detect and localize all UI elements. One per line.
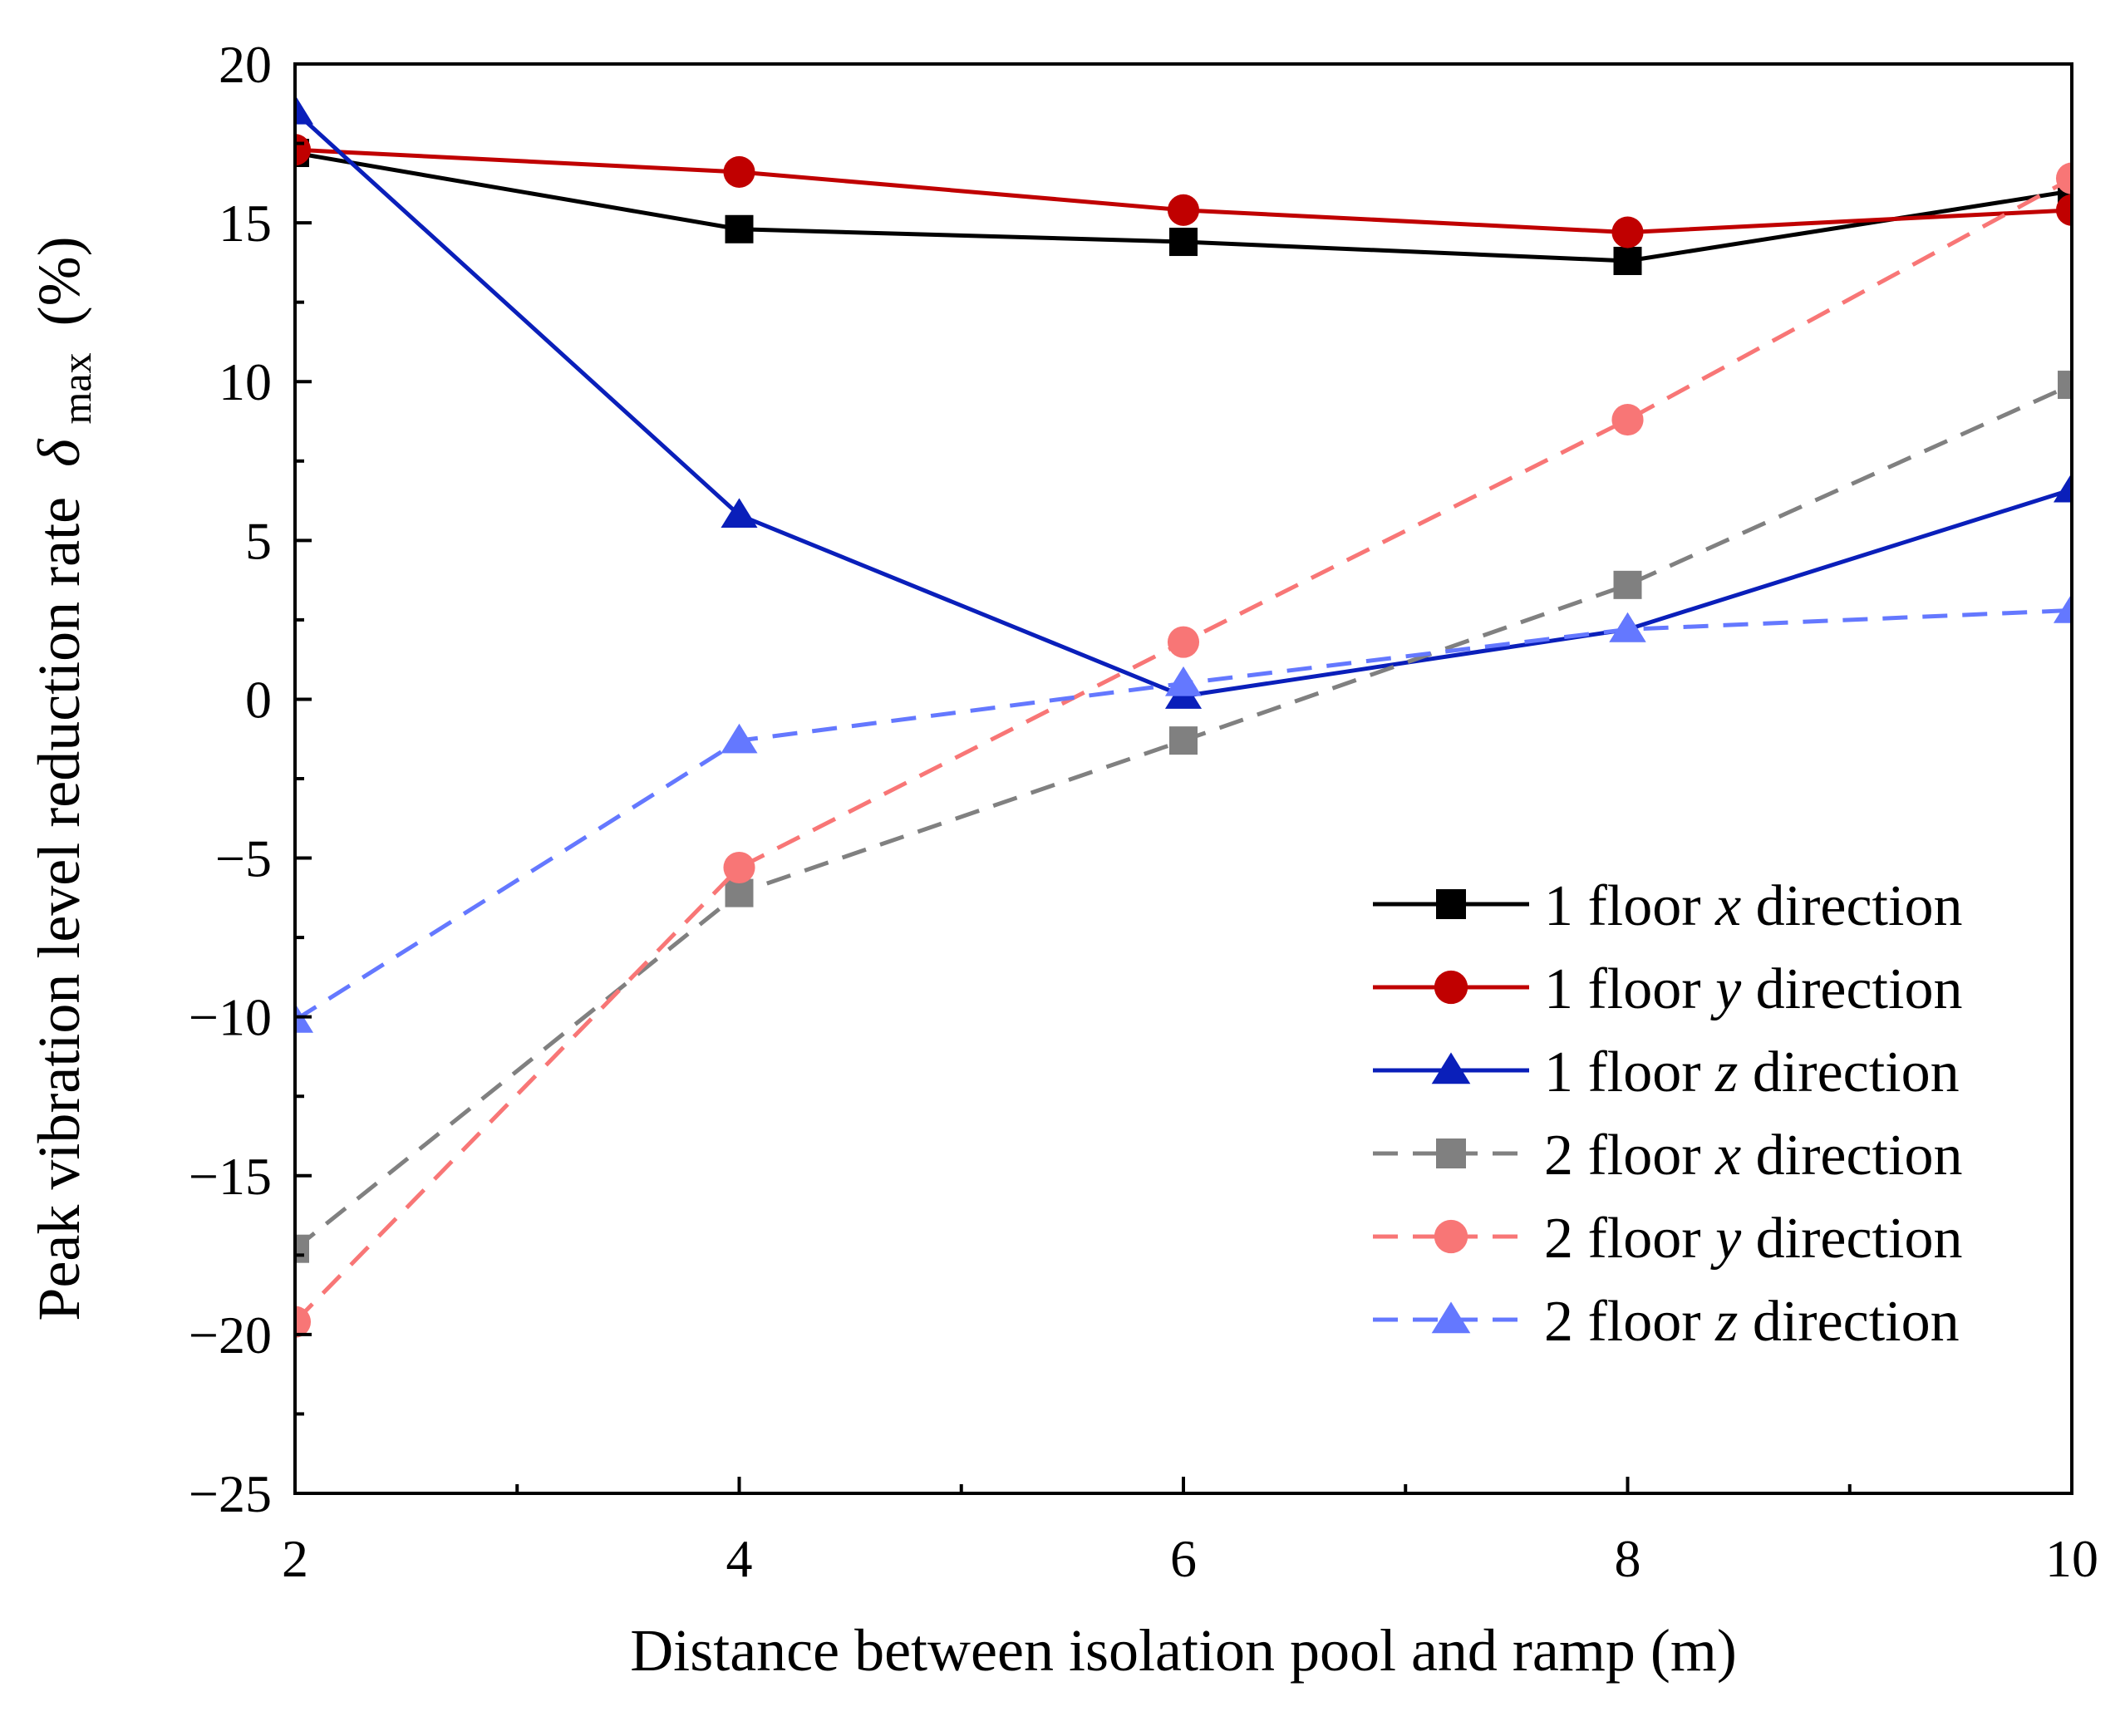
legend-label: 2 floor x direction: [1544, 1124, 1962, 1188]
series-5: [295, 162, 2072, 1338]
x-tick-label: 2: [282, 1529, 308, 1588]
legend-label-axis: z: [1714, 1290, 1738, 1354]
legend-label-axis: z: [1714, 1040, 1738, 1104]
legend-label: 2 floor z direction: [1544, 1290, 1960, 1354]
y-tick-label: 10: [219, 352, 272, 411]
y-axis-title-main: Peak vibration level reduction rate: [26, 497, 92, 1321]
x-tick-label: 6: [1170, 1529, 1197, 1588]
legend-entry: 1 floor z direction: [1373, 1040, 1960, 1104]
y-tick-label: 0: [245, 670, 272, 729]
legend-label-prefix: 1 floor: [1544, 1040, 1715, 1104]
legend-marker: [1434, 970, 1468, 1005]
legend-label-suffix: direction: [1738, 1040, 1959, 1104]
axis-ticks: 2 4 6 8 10 20 15 10 5 0 −5 −10 −15 −20 −25: [189, 35, 2098, 1588]
legend-label-prefix: 2 floor: [1544, 1207, 1715, 1271]
y-tick-label: −5: [215, 829, 272, 888]
legend-label-prefix: 1 floor: [1544, 957, 1715, 1021]
legend-label-suffix: direction: [1738, 1290, 1959, 1354]
x-axis-title: Distance between isolation pool and ramp…: [630, 1617, 1737, 1684]
data-point: [2055, 194, 2072, 226]
series-2: [295, 134, 2072, 248]
legend-label-prefix: 1 floor: [1544, 874, 1715, 938]
x-tick-label: 4: [726, 1529, 753, 1588]
data-point: [1167, 626, 1200, 658]
y-axis-title-symbol: δ: [26, 438, 92, 467]
data-point: [1611, 404, 1644, 436]
series-line: [295, 382, 2072, 1251]
data-point: [723, 155, 755, 188]
legend-label-suffix: direction: [1741, 957, 1962, 1021]
legend-marker: [1434, 1219, 1468, 1254]
x-tick-label: 10: [2045, 1529, 2098, 1588]
data-point: [2053, 472, 2072, 503]
series-layer: [295, 94, 2072, 1338]
y-tick-label: 20: [219, 35, 272, 94]
data-point: [725, 878, 754, 907]
legend-label: 2 floor y direction: [1544, 1207, 1962, 1271]
data-point: [721, 498, 758, 529]
legend-label: 1 floor x direction: [1544, 874, 1962, 938]
y-axis-title: Peak vibration level reduction rate δ ma…: [26, 236, 104, 1320]
data-point: [1164, 666, 1203, 696]
legend-label-axis: x: [1714, 874, 1741, 938]
series-3: [295, 94, 2072, 709]
legend-label-prefix: 2 floor: [1544, 1124, 1715, 1188]
legend-entry: 1 floor x direction: [1373, 874, 1962, 938]
legend-marker: [1436, 889, 1466, 919]
legend-label-suffix: direction: [1741, 874, 1962, 938]
data-point: [295, 1306, 312, 1338]
y-tick-label: −15: [189, 1147, 272, 1206]
data-point: [721, 723, 758, 754]
legend-marker: [1431, 1301, 1471, 1334]
data-point: [723, 851, 755, 884]
y-tick-label: −10: [189, 988, 272, 1047]
data-point: [1169, 726, 1198, 755]
y-axis-title-subscript: max: [53, 352, 100, 424]
y-tick-label: 15: [219, 194, 272, 253]
data-point: [1167, 194, 1200, 226]
legend-label-axis: y: [1710, 1207, 1742, 1271]
data-point: [2053, 593, 2072, 623]
legend-entry: 1 floor y direction: [1373, 957, 1962, 1021]
legend-label-axis: y: [1710, 957, 1742, 1021]
y-tick-label: −20: [189, 1306, 272, 1365]
legend-entry: 2 floor y direction: [1373, 1207, 1962, 1271]
data-point: [1609, 612, 1646, 642]
legend-label-axis: x: [1714, 1124, 1741, 1188]
plot-frame: [293, 62, 2073, 1495]
x-tick-label: 8: [1615, 1529, 1641, 1588]
legend-marker: [1436, 1138, 1466, 1168]
data-point: [1613, 570, 1642, 599]
legend-label-prefix: 2 floor: [1544, 1290, 1715, 1354]
legend-entry: 2 floor x direction: [1373, 1124, 1962, 1188]
data-point: [1613, 246, 1642, 275]
y-tick-label: −25: [189, 1464, 272, 1523]
data-point: [1611, 216, 1644, 248]
legend-entry: 2 floor z direction: [1373, 1290, 1960, 1354]
data-point: [2055, 162, 2072, 194]
series-6: [295, 593, 2072, 1033]
data-point: [1169, 228, 1198, 257]
data-point: [2058, 371, 2072, 400]
legend-label-suffix: direction: [1741, 1124, 1962, 1188]
legend-marker: [1431, 1052, 1471, 1084]
y-tick-label: 5: [245, 511, 272, 570]
data-point: [295, 94, 314, 125]
legend-label: 1 floor y direction: [1544, 957, 1962, 1021]
legend-label-suffix: direction: [1741, 1207, 1962, 1271]
y-axis-title-unit: (%): [26, 236, 92, 326]
data-point: [725, 214, 754, 243]
legend-label: 1 floor z direction: [1544, 1040, 1960, 1104]
